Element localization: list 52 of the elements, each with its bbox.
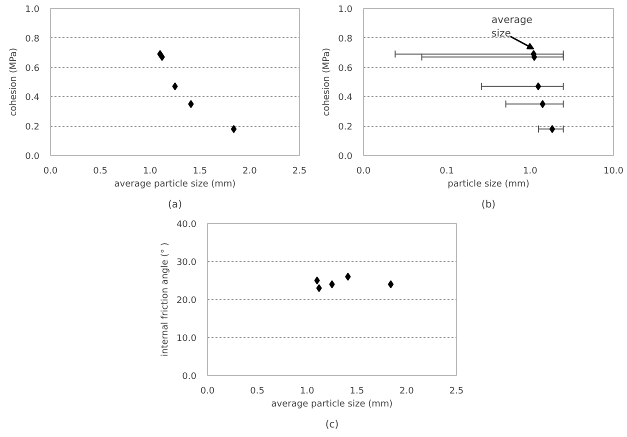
x-tick-label: 10.0 [603,166,624,176]
x-tick-label: 1.5 [350,386,364,396]
y-tick-label: 0.4 [338,93,353,104]
x-tick-label: 1.0 [142,166,158,176]
text: (c) [325,420,339,430]
annotation: average size [492,15,532,40]
x-axis-title: particle size (mm) [448,180,530,190]
point [329,280,335,288]
y-axis-title: cohesion (MPa) [322,48,332,116]
x-tick-label: 0.0 [43,166,58,176]
y-tick-label: 10.0 [176,334,197,344]
x-tick-label: 0.1 [440,166,454,176]
y-tick-label: 0.2 [25,122,40,133]
y-tick-label: 0.6 [338,64,353,74]
point [230,125,237,134]
point [314,276,320,284]
point [345,272,351,281]
x-axis-title: average particle size (mm) [271,400,393,410]
x-tick-label: 1.5 [192,166,208,176]
y-tick-label: 0.0 [25,152,40,162]
x-tick-label: 0.0 [200,386,215,396]
point [159,53,165,62]
y-tick-label: 0.6 [25,64,40,74]
x-tick-label: 1.0 [300,386,315,396]
x-tick-label: 2.5 [449,386,464,396]
point [316,284,322,292]
point [188,100,194,108]
y-tick-label: 0.0 [182,372,197,382]
y-tick-label: 0.0 [338,152,353,162]
x-tick-label: 0.5 [93,166,108,176]
text: (b) [481,200,496,210]
y-tick-label: 20.0 [176,296,197,306]
y-tick-label: 0.4 [25,93,40,104]
y-tick-label: 0.2 [338,122,353,133]
y-tick-label: 30.0 [176,258,197,268]
text: (a) [168,200,182,210]
x-tick-label: 2.5 [292,166,307,176]
y-tick-label: 0.8 [25,34,40,44]
x-tick-label: 1.0 [523,166,538,176]
y-tick-label: 0.8 [338,34,353,44]
y-axis-title: cohesion (MPa) [9,48,20,116]
y-tick-label: 40.0 [176,220,197,230]
point [388,280,394,288]
x-tick-label: 0.5 [250,386,264,396]
x-axis-title: average particle size (mm) [114,180,236,190]
x-tick-label: 2.0 [242,166,258,176]
y-tick-label: 1.0 [25,5,40,15]
x-tick-label: 2.0 [400,386,414,396]
x-tick-label: 0.0 [356,166,371,176]
y-tick-label: 1.0 [338,5,353,15]
y-axis-title: internal friction angle (° ) [160,242,170,357]
point [172,82,178,90]
